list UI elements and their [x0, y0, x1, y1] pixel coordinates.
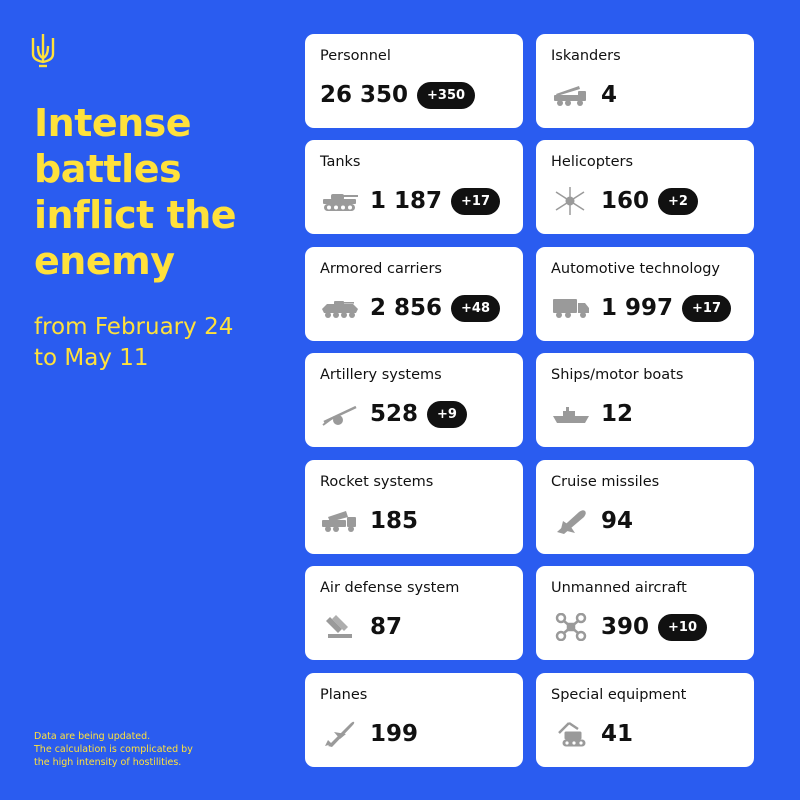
- stat-label: Helicopters: [551, 154, 634, 170]
- headline-line: Intense: [34, 101, 192, 145]
- stat-card-tanks: Tanks 1 187 +17: [305, 140, 523, 234]
- stat-delta-badge: +9: [427, 400, 467, 428]
- tank-icon: [320, 186, 364, 216]
- stat-card-iskanders: Iskanders 4: [536, 34, 754, 128]
- headline-line: inflict the: [34, 193, 237, 237]
- ship-icon: [551, 399, 595, 429]
- stat-value: 41: [601, 721, 634, 747]
- stat-label: Tanks: [320, 154, 361, 170]
- stat-delta-badge: +350: [417, 81, 476, 109]
- stat-value: 4: [601, 82, 618, 108]
- rocket-launcher-icon: [320, 506, 364, 536]
- stat-label: Personnel: [320, 48, 391, 64]
- truck-icon: [551, 293, 595, 323]
- armored-carrier-icon: [320, 293, 364, 323]
- stat-label: Air defense system: [320, 580, 460, 596]
- stat-value: 185: [370, 508, 419, 534]
- stat-label: Special equipment: [551, 687, 687, 703]
- footnote: Data are being updated. The calculation …: [34, 730, 193, 769]
- stat-card-personnel: Personnel 26 350 +350: [305, 34, 523, 128]
- stat-value: 2 856: [370, 295, 443, 321]
- stat-label: Ships/motor boats: [551, 367, 684, 383]
- plane-icon: [320, 719, 364, 749]
- stat-label: Artillery systems: [320, 367, 442, 383]
- footnote-line: the high intensity of hostilities.: [34, 757, 182, 768]
- stat-delta-badge: +48: [451, 294, 501, 322]
- stat-delta-badge: +17: [682, 294, 732, 322]
- headline-line: battles: [34, 147, 182, 191]
- date-range-line: to May 11: [34, 345, 149, 371]
- stat-card-automotive-technology: Automotive technology 1 997 +17: [536, 247, 754, 341]
- air-defense-icon: [320, 612, 364, 642]
- stat-card-special-equipment: Special equipment 41: [536, 673, 754, 767]
- trident-emblem-icon: [31, 34, 55, 68]
- stat-card-artillery-systems: Artillery systems 528 +9: [305, 353, 523, 447]
- drone-icon: [551, 612, 595, 642]
- stat-value: 390: [601, 614, 650, 640]
- missile-launcher-icon: [551, 80, 595, 110]
- stat-card-planes: Planes 199: [305, 673, 523, 767]
- stat-value: 160: [601, 188, 650, 214]
- stat-label: Unmanned aircraft: [551, 580, 687, 596]
- headline-line: enemy: [34, 239, 175, 283]
- stat-delta-badge: +17: [451, 187, 501, 215]
- stat-value: 528: [370, 401, 419, 427]
- stat-delta-badge: +10: [658, 613, 707, 641]
- stat-value: 94: [601, 508, 634, 534]
- stat-card-armored-carriers: Armored carriers 2 856 +48: [305, 247, 523, 341]
- stat-value: 1 187: [370, 188, 443, 214]
- cruise-missile-icon: [551, 506, 595, 536]
- artillery-icon: [320, 399, 364, 429]
- stat-card-unmanned-aircraft: Unmanned aircraft 390 +10: [536, 566, 754, 660]
- stat-label: Automotive technology: [551, 261, 721, 277]
- stat-value: 26 350: [320, 82, 409, 108]
- excavator-icon: [551, 719, 595, 749]
- date-range: from February 24 to May 11: [34, 312, 233, 374]
- stat-label: Iskanders: [551, 48, 621, 64]
- date-range-line: from February 24: [34, 314, 234, 340]
- stat-card-cruise-missiles: Cruise missiles 94: [536, 460, 754, 554]
- stat-delta-badge: +2: [658, 187, 698, 215]
- stat-label: Rocket systems: [320, 474, 434, 490]
- stat-value: 1 997: [601, 295, 674, 321]
- headline: Intense battles inflict the enemy: [34, 100, 284, 284]
- footnote-line: Data are being updated.: [34, 731, 151, 742]
- stat-card-helicopters: Helicopters 160 +2: [536, 140, 754, 234]
- stat-value: 199: [370, 721, 419, 747]
- stat-value: 12: [601, 401, 634, 427]
- stat-label: Armored carriers: [320, 261, 442, 277]
- stat-label: Cruise missiles: [551, 474, 660, 490]
- stat-card-air-defense-system: Air defense system 87: [305, 566, 523, 660]
- stat-label: Planes: [320, 687, 368, 703]
- stat-value: 87: [370, 614, 403, 640]
- footnote-line: The calculation is complicated by: [34, 744, 193, 755]
- stat-card-rocket-systems: Rocket systems 185: [305, 460, 523, 554]
- helicopter-icon: [551, 186, 595, 216]
- stat-card-ships-motor-boats: Ships/motor boats 12: [536, 353, 754, 447]
